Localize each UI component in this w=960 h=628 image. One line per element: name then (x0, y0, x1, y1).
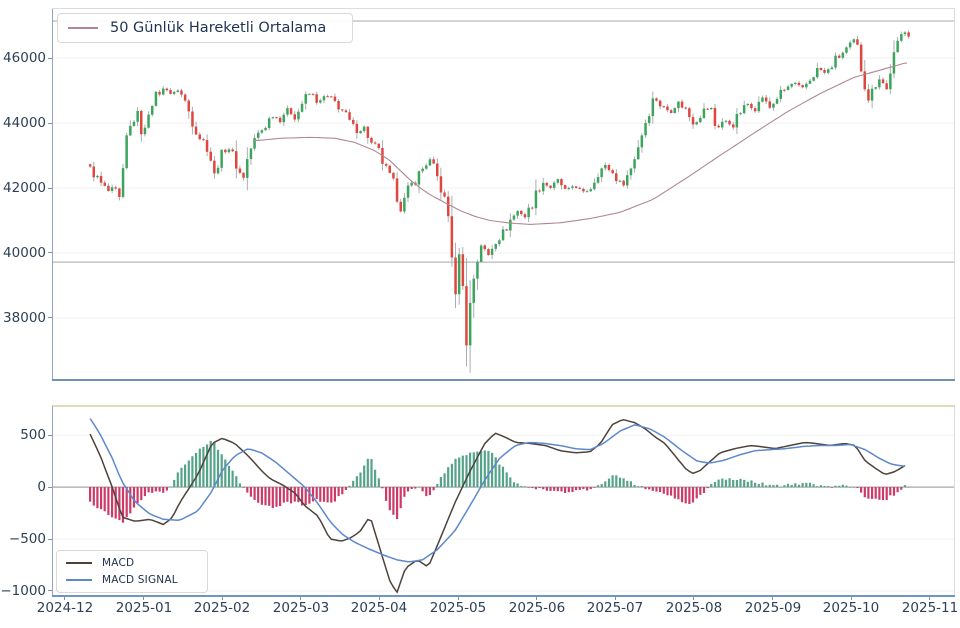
signal-line-swatch (66, 578, 92, 581)
macd-legend-label: MACD (102, 557, 135, 570)
ma-line-swatch (68, 27, 98, 29)
x-tick-mark (851, 596, 852, 600)
macd-line-swatch (66, 562, 92, 565)
price-y-tick-mark (48, 188, 52, 189)
macd-canvas (52, 405, 955, 597)
x-tick-mark (772, 596, 773, 600)
x-tick-label: 2025-08 (665, 600, 723, 616)
x-tick-mark (615, 596, 616, 600)
macd-legend: MACD MACD SIGNAL (56, 550, 208, 593)
x-tick-label: 2025-04 (350, 600, 408, 616)
price-y-tick-mark (48, 123, 52, 124)
x-tick-mark (143, 596, 144, 600)
macd-y-tick-mark (48, 487, 52, 488)
price-y-tick-label: 40000 (3, 245, 46, 261)
x-tick-mark (64, 596, 65, 600)
macd-y-tick-label: −1000 (0, 583, 46, 599)
price-y-tick-label: 46000 (3, 50, 46, 66)
macd-panel (52, 405, 955, 597)
x-tick-label: 2025-02 (193, 600, 251, 616)
price-y-tick-mark (48, 58, 52, 59)
x-tick-mark (693, 596, 694, 600)
price-y-tick-label: 42000 (3, 180, 46, 196)
x-tick-label: 2025-03 (272, 600, 330, 616)
macd-y-tick-mark (48, 539, 52, 540)
price-y-tick-label: 38000 (3, 310, 46, 326)
macd-y-tick-label: 0 (37, 479, 46, 495)
price-y-tick-mark (48, 317, 52, 318)
x-tick-label: 2025-06 (508, 600, 566, 616)
x-tick-mark (300, 596, 301, 600)
x-tick-label: 2025-11 (901, 600, 959, 616)
x-tick-mark (222, 596, 223, 600)
candlestick-canvas (52, 8, 955, 381)
x-tick-mark (379, 596, 380, 600)
macd-y-tick-mark (48, 435, 52, 436)
x-tick-label: 2024-12 (36, 600, 94, 616)
price-y-tick-mark (48, 252, 52, 253)
x-tick-label: 2025-10 (822, 600, 880, 616)
x-tick-label: 2025-01 (115, 600, 173, 616)
x-tick-label: 2025-05 (429, 600, 487, 616)
x-tick-mark (458, 596, 459, 600)
x-tick-label: 2025-07 (586, 600, 644, 616)
macd-y-tick-label: −500 (8, 531, 46, 547)
x-tick-mark (929, 596, 930, 600)
x-tick-mark (536, 596, 537, 600)
price-panel (52, 8, 955, 381)
macd-signal-legend-label: MACD SIGNAL (102, 573, 178, 586)
ma-legend-label: 50 Günlük Hareketli Ortalama (110, 20, 327, 36)
ma-legend: 50 Günlük Hareketli Ortalama (57, 13, 353, 43)
x-tick-label: 2025-09 (744, 600, 802, 616)
macd-y-tick-label: 500 (20, 427, 46, 443)
macd-y-tick-mark (48, 590, 52, 591)
price-y-tick-label: 44000 (3, 115, 46, 131)
